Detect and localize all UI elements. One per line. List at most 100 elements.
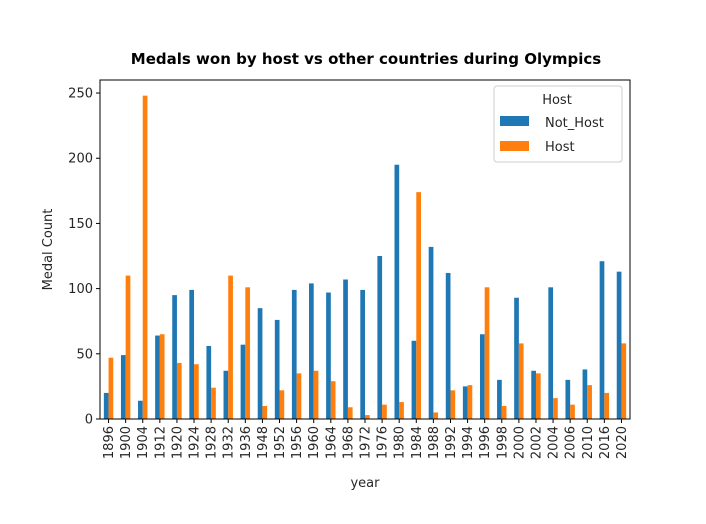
x-tick-label: 1936 xyxy=(239,426,254,459)
bar-not-host-2004 xyxy=(548,287,554,419)
bar-host-1936 xyxy=(245,287,251,419)
x-tick-label: 2006 xyxy=(564,426,579,459)
x-tick-label: 2000 xyxy=(512,426,527,459)
y-tick-label: 0 xyxy=(85,413,93,428)
bar-not-host-1988 xyxy=(428,246,434,419)
bar-not-host-1972 xyxy=(360,289,365,419)
bar-host-1976 xyxy=(382,404,387,419)
bar-not-host-1936 xyxy=(240,344,246,419)
legend-swatch-host xyxy=(500,141,529,151)
x-tick-label: 2020 xyxy=(615,426,630,459)
x-tick-label: 1996 xyxy=(478,426,493,459)
bar-not-host-1900 xyxy=(120,355,126,419)
legend-label-host: Host xyxy=(545,140,575,155)
y-axis-label: Medal Count xyxy=(41,209,56,291)
bar-not-host-1994 xyxy=(462,386,468,419)
bar-host-2006 xyxy=(570,404,575,419)
x-tick-label: 1952 xyxy=(273,426,288,459)
x-tick-label: 1904 xyxy=(136,426,151,459)
x-tick-label: 1928 xyxy=(205,426,220,459)
x-tick-label: 1976 xyxy=(376,426,391,459)
bar-not-host-1952 xyxy=(274,319,280,419)
bar-not-host-1996 xyxy=(479,334,485,419)
bar-not-host-2020 xyxy=(616,271,622,419)
y-tick-label: 50 xyxy=(76,347,93,362)
bar-host-1984 xyxy=(416,192,421,419)
x-tick-label: 1992 xyxy=(444,426,459,459)
bar-not-host-1992 xyxy=(445,272,451,419)
bar-not-host-1968 xyxy=(343,279,348,419)
bar-host-1980 xyxy=(399,402,404,419)
bar-host-1996 xyxy=(484,287,490,419)
bar-host-1920 xyxy=(176,362,182,419)
x-tick-label: 2004 xyxy=(547,426,562,459)
bar-host-1968 xyxy=(347,407,353,419)
bar-not-host-1980 xyxy=(394,164,400,419)
x-tick-label: 1998 xyxy=(495,426,510,459)
legend: Host Not_Host Host xyxy=(493,85,623,163)
x-tick-label: 1984 xyxy=(410,426,425,459)
bar-host-2004 xyxy=(553,398,558,419)
x-tick-label: 1912 xyxy=(153,426,168,459)
y-tick-label: 100 xyxy=(68,282,93,297)
bar-host-1992 xyxy=(450,390,456,419)
bar-host-1952 xyxy=(279,390,285,419)
bar-not-host-2002 xyxy=(531,370,536,419)
legend-label-not-host: Not_Host xyxy=(545,116,604,131)
bar-host-1948 xyxy=(262,405,268,419)
bar-not-host-2016 xyxy=(599,261,605,419)
bar-not-host-1976 xyxy=(377,256,383,419)
x-tick-label: 1900 xyxy=(119,426,134,459)
bar-not-host-1928 xyxy=(206,345,212,419)
bars-layer xyxy=(103,95,627,420)
bar-not-host-1960 xyxy=(309,283,314,419)
bar-not-host-1948 xyxy=(257,308,263,419)
bar-host-2002 xyxy=(535,373,541,419)
bar-host-2000 xyxy=(518,343,524,419)
x-tick-label: 2016 xyxy=(598,426,613,459)
bar-host-1900 xyxy=(125,275,131,419)
bar-host-1932 xyxy=(228,275,233,419)
x-tick-label: 1972 xyxy=(359,426,374,459)
bar-not-host-1932 xyxy=(223,370,229,419)
bar-host-1988 xyxy=(433,412,439,419)
x-axis: 1896 1900 1904 1912 1920 1924 1928 1932 1936 1948… xyxy=(102,419,630,459)
y-tick-label: 250 xyxy=(68,87,93,102)
bar-not-host-2000 xyxy=(514,297,519,419)
bar-host-2010 xyxy=(587,385,592,419)
x-tick-label: 1980 xyxy=(393,426,408,459)
chart-title: Medals won by host vs other countries du… xyxy=(131,50,601,68)
x-tick-label: 2002 xyxy=(529,426,544,459)
bar-not-host-1920 xyxy=(172,295,177,419)
bar-host-1928 xyxy=(211,387,216,419)
bar-host-1994 xyxy=(467,385,473,419)
x-tick-label: 1932 xyxy=(222,426,237,459)
x-tick-label: 1964 xyxy=(324,426,339,459)
x-tick-label: 1968 xyxy=(341,426,356,459)
bar-not-host-1998 xyxy=(497,379,502,419)
bar-host-1964 xyxy=(330,381,336,419)
x-tick-label: 1924 xyxy=(188,426,203,459)
y-axis: 0 50 100 150 200 250 xyxy=(68,87,100,428)
bar-host-1912 xyxy=(159,334,165,419)
bar-host-1960 xyxy=(313,370,319,419)
bar-not-host-1896 xyxy=(103,392,109,419)
bar-host-1896 xyxy=(108,357,114,419)
bar-host-1998 xyxy=(501,405,507,419)
bar-not-host-2010 xyxy=(582,369,588,419)
x-tick-label: 1994 xyxy=(461,426,476,459)
bar-not-host-1956 xyxy=(291,289,297,419)
x-tick-label: 1988 xyxy=(427,426,442,459)
bar-not-host-1984 xyxy=(411,340,417,419)
bar-host-2020 xyxy=(621,343,627,419)
bar-not-host-1904 xyxy=(138,400,143,419)
bar-host-1956 xyxy=(296,373,302,419)
bar-host-1972 xyxy=(365,415,370,419)
x-tick-label: 1920 xyxy=(170,426,185,459)
x-axis-label: year xyxy=(350,476,380,491)
x-tick-label: 1896 xyxy=(102,426,117,459)
bar-host-1904 xyxy=(142,95,148,420)
bar-not-host-2006 xyxy=(565,379,571,419)
bar-not-host-1924 xyxy=(189,289,195,419)
